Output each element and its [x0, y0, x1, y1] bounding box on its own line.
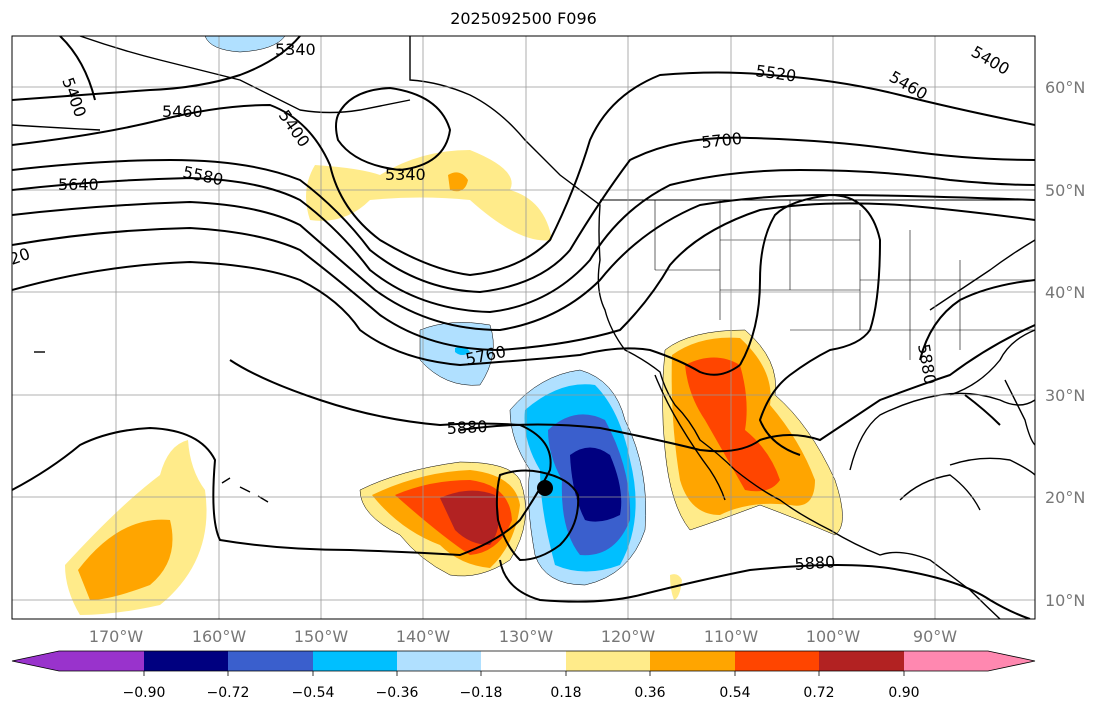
- colorbar-extend-high: [988, 651, 1035, 671]
- lon-label: 140°W: [396, 627, 451, 646]
- colorbar: −0.90 −0.72 −0.54 −0.36 −0.18 0.18 0.36 …: [11, 650, 1036, 701]
- colorbar-segment: [397, 651, 482, 671]
- lat-label: 30°N: [1045, 386, 1085, 405]
- colorbar-segment: [566, 651, 651, 671]
- anomaly-blob: [448, 172, 468, 192]
- contour-label: 5880: [446, 417, 488, 438]
- colorbar-outline: [11, 650, 1036, 672]
- contour-label: 5700: [700, 129, 742, 152]
- state-borders: [654, 200, 1035, 360]
- lon-label: 150°W: [294, 627, 349, 646]
- graticule: [12, 36, 1035, 619]
- contour-label: 5520: [754, 61, 797, 85]
- lat-label: 60°N: [1045, 78, 1085, 97]
- lat-label: 40°N: [1045, 283, 1085, 302]
- anomaly-blob: [685, 357, 780, 492]
- storm-center-marker: [537, 480, 553, 496]
- colorbar-segment: [144, 651, 229, 671]
- lon-label: 160°W: [192, 627, 247, 646]
- contour-label: 5340: [385, 165, 426, 184]
- colorbar-tick-label: 0.54: [719, 685, 750, 701]
- anomaly-blob: [306, 150, 552, 241]
- map-title: 2025092500 F096: [450, 9, 597, 28]
- longitude-labels: 170°W 160°W 150°W 140°W 130°W 120°W 110°…: [89, 627, 957, 646]
- lon-label: 90°W: [913, 627, 957, 646]
- anomaly-blob: [440, 490, 499, 545]
- anomaly-blob: [78, 519, 173, 600]
- colorbar-tick-label: 0.90: [888, 685, 919, 701]
- lon-label: 120°W: [601, 627, 656, 646]
- lat-label: 50°N: [1045, 181, 1085, 200]
- contour-label: 5400: [275, 106, 314, 150]
- contour-label: 5580: [181, 162, 225, 189]
- latitude-labels: 60°N 50°N 40°N 30°N 20°N 10°N: [1045, 78, 1085, 610]
- lon-label: 110°W: [704, 627, 759, 646]
- colorbar-tick-label: 0.72: [803, 685, 834, 701]
- lon-label: 100°W: [806, 627, 861, 646]
- colorbar-segment: [228, 651, 313, 671]
- contour-label: 5460: [162, 102, 203, 121]
- colorbar-tick-label: −0.36: [376, 685, 419, 701]
- colorbar-segment: [481, 651, 566, 671]
- colorbar-tick-label: −0.90: [123, 685, 166, 701]
- contour-label: 5640: [58, 175, 99, 194]
- colorbar-tick-label: 0.18: [550, 685, 581, 701]
- lat-label: 20°N: [1045, 488, 1085, 507]
- contour-label: 5880: [914, 342, 940, 385]
- lon-label: 170°W: [89, 627, 144, 646]
- contour-label: 5340: [275, 40, 316, 59]
- colorbar-tick-label: 0.36: [634, 685, 665, 701]
- colorbar-tick-label: −0.72: [207, 685, 250, 701]
- contour-label: 5400: [968, 42, 1013, 79]
- anomaly-blob: [570, 447, 622, 522]
- colorbar-segment: [904, 651, 988, 671]
- colorbar-tick-label: −0.18: [460, 685, 503, 701]
- lon-label: 130°W: [499, 627, 554, 646]
- height-contours: [12, 36, 1035, 619]
- anomaly-shading: [65, 36, 843, 615]
- anomaly-blob: [419, 322, 494, 386]
- colorbar-segment: [59, 651, 144, 671]
- contour-label: 5460: [886, 67, 931, 104]
- contour-label: 5880: [794, 552, 836, 574]
- anomaly-blob: [204, 36, 286, 53]
- colorbar-segment: [650, 651, 735, 671]
- contour-label: 20: [7, 244, 33, 269]
- colorbar-segment: [313, 651, 398, 671]
- lat-label: 10°N: [1045, 591, 1085, 610]
- colorbar-tick-label: −0.54: [292, 685, 335, 701]
- colorbar-segment: [735, 651, 820, 671]
- colorbar-segment: [819, 651, 904, 671]
- map-frame: [11, 35, 1036, 620]
- colorbar-extend-low: [12, 651, 59, 671]
